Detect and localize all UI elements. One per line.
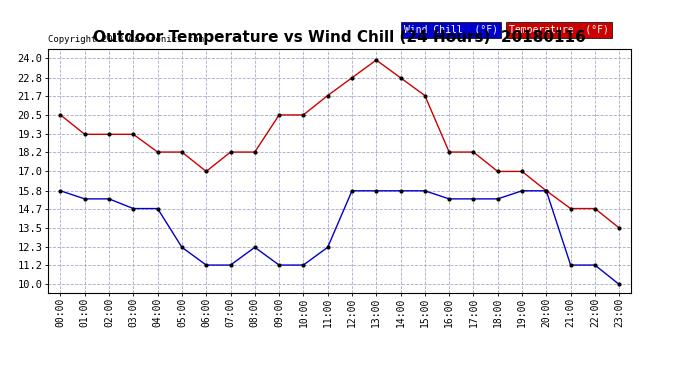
Title: Outdoor Temperature vs Wind Chill (24 Hours)  20180116: Outdoor Temperature vs Wind Chill (24 Ho…: [93, 30, 586, 45]
Text: Copyright 2018 Cartronics.com: Copyright 2018 Cartronics.com: [48, 35, 204, 44]
Text: Temperature  (°F): Temperature (°F): [509, 25, 609, 35]
Text: Wind Chill  (°F): Wind Chill (°F): [404, 25, 498, 35]
